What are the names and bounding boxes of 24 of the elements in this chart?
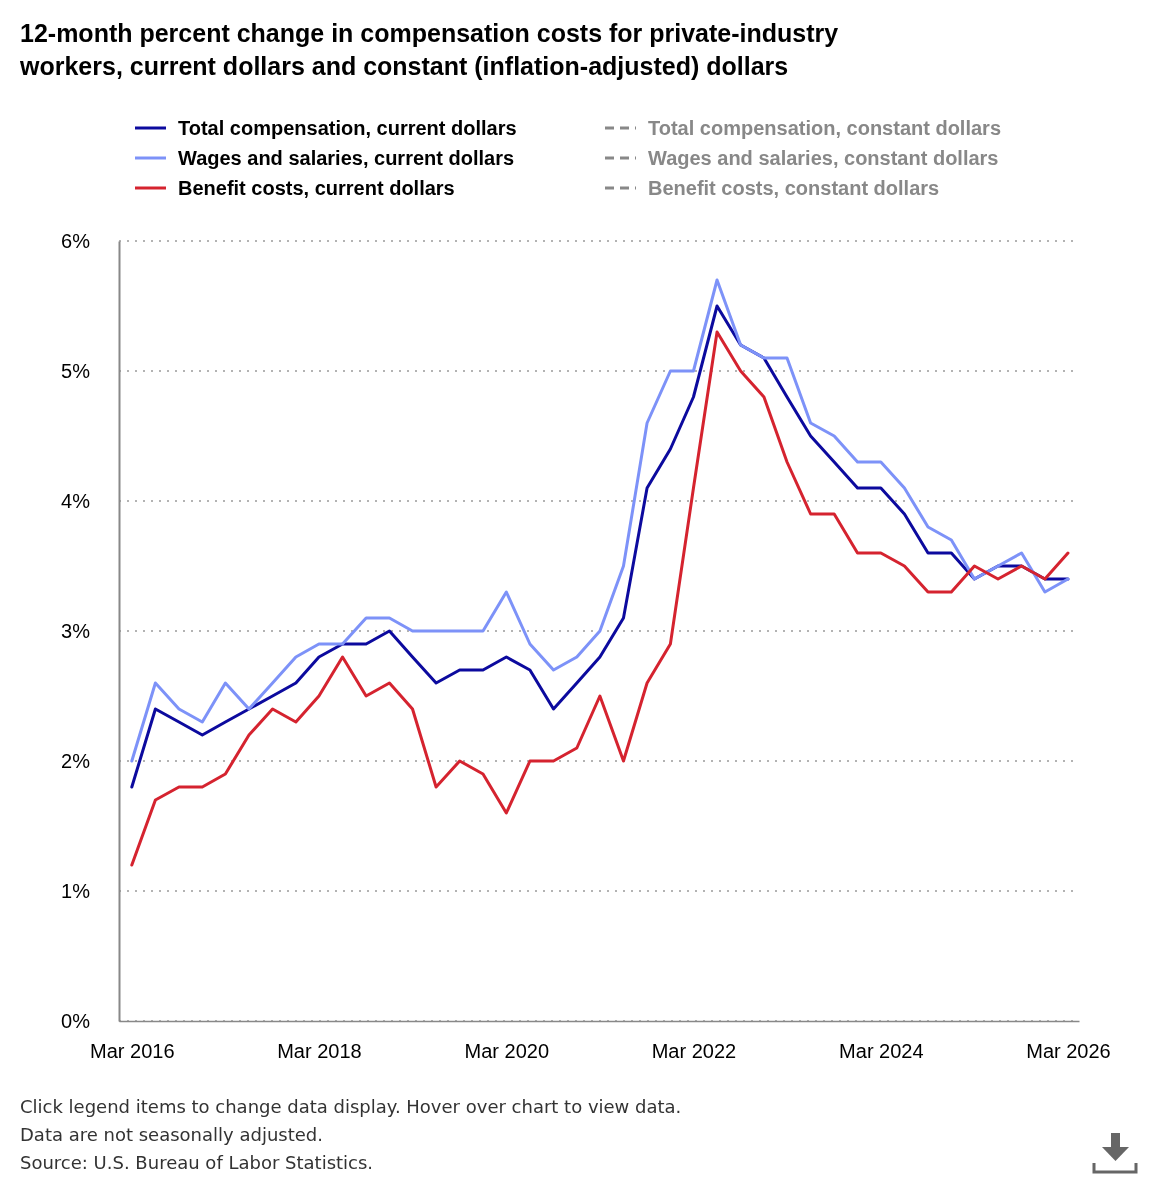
legend-label: Wages and salaries, current dollars (178, 147, 515, 169)
line-series (130, 330, 1070, 867)
chart-title: 12-month percent change in compensation costs for private-industry workers, current dollars and constant (inflation-adjusted) dollars (19, 19, 839, 80)
text: Data are not seasonally adjusted. (20, 1124, 323, 1145)
legend-label: Benefit costs, constant dollars (648, 177, 940, 199)
y-tick-label: 2% (61, 749, 91, 772)
y-tick-label: 0% (61, 1009, 91, 1032)
x-tick-label: Mar 2022 (651, 1040, 737, 1063)
legend-label: Total compensation, constant dollars (648, 117, 1002, 139)
x-tick-label: Mar 2018 (277, 1040, 362, 1063)
x-tick-label: Mar 2024 (839, 1040, 924, 1063)
y-tick-label: 4% (61, 489, 91, 512)
x-tick-label: Mar 2026 (1026, 1040, 1111, 1063)
legend-label: Wages and salaries, constant dollars (648, 147, 999, 169)
x-tick-label: Mar 2020 (464, 1040, 550, 1063)
x-tick-label: Mar 2016 (90, 1040, 175, 1063)
legend-label: Total compensation, current dollars (178, 117, 517, 139)
legend-label: Benefit costs, current dollars (178, 177, 455, 199)
source-note: Source: U.S. Bureau of Labor Statistics. (20, 1152, 374, 1173)
y-tick-label: 1% (61, 879, 91, 902)
y-tick-label: 3% (61, 619, 91, 642)
text: Click legend items to change data display. Hover over chart to view data. (20, 1096, 682, 1117)
y-tick-label: 5% (61, 359, 91, 382)
y-tick-label: 6% (61, 229, 91, 252)
